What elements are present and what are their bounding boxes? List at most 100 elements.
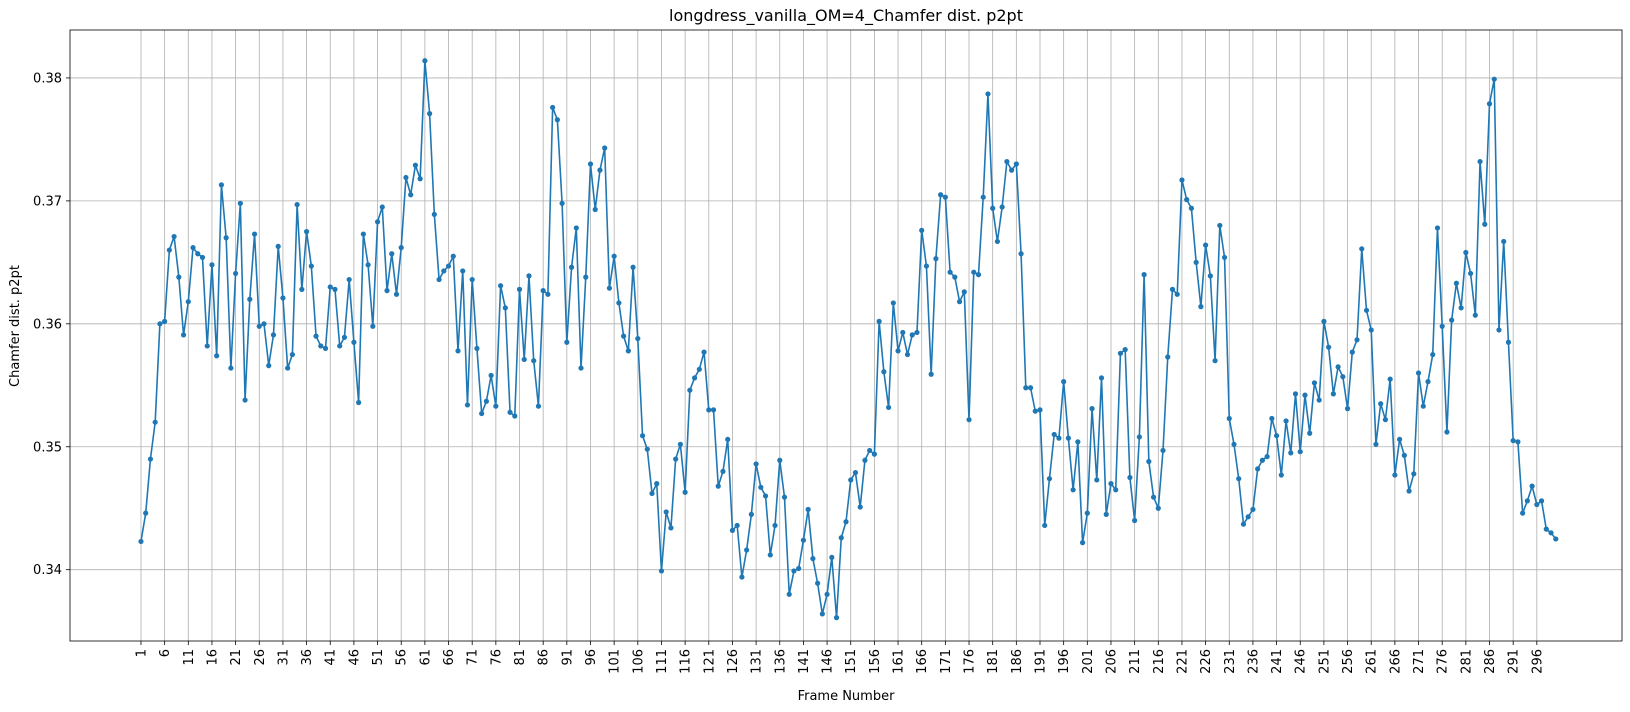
data-point [1103, 511, 1109, 517]
y-tick-label: 0.38 [33, 71, 62, 86]
data-point [1132, 517, 1138, 524]
data-point [209, 262, 215, 268]
data-point [1179, 177, 1185, 183]
x-tick-label: 26 [253, 649, 268, 666]
data-point [781, 494, 788, 500]
x-tick-label: 141 [797, 649, 812, 674]
data-point [460, 268, 466, 274]
data-point [606, 285, 613, 291]
data-point [474, 345, 480, 352]
data-point [772, 522, 778, 529]
data-point [1529, 483, 1535, 489]
data-point [1501, 238, 1507, 245]
data-point [469, 276, 475, 283]
data-point [1207, 273, 1213, 279]
data-point [516, 286, 523, 292]
x-tick-label: 56 [395, 649, 410, 666]
data-point [1075, 439, 1081, 445]
data-point [748, 511, 754, 517]
data-point [895, 348, 901, 354]
data-point [412, 162, 419, 168]
x-tick-label: 286 [1483, 649, 1498, 674]
data-point [1023, 385, 1029, 391]
data-point [928, 371, 934, 377]
data-point [1354, 337, 1360, 343]
data-point [289, 351, 295, 358]
x-tick-label: 106 [631, 649, 646, 674]
x-tick-label: 276 [1436, 649, 1451, 674]
x-tick-label: 161 [892, 649, 907, 674]
data-point [1127, 474, 1133, 481]
data-point [658, 568, 665, 574]
x-tick-label: 101 [608, 649, 623, 674]
data-point [919, 227, 925, 233]
data-point [441, 268, 447, 274]
data-point [644, 446, 650, 452]
data-point [1463, 249, 1469, 256]
data-point [635, 335, 641, 342]
data-point [1538, 498, 1545, 504]
data-point [611, 253, 617, 259]
data-point [1330, 391, 1336, 397]
data-point [1288, 450, 1294, 456]
data-point [1458, 305, 1464, 311]
data-point [1496, 327, 1502, 333]
data-point [1070, 487, 1076, 493]
data-point [1155, 505, 1161, 511]
data-point [1089, 406, 1095, 412]
data-point [370, 323, 376, 329]
data-point [455, 348, 461, 354]
data-point [223, 235, 229, 241]
data-point [1420, 403, 1426, 409]
data-point [597, 167, 603, 173]
data-point [535, 403, 542, 409]
data-point [621, 333, 627, 339]
data-point [464, 402, 471, 408]
data-point [303, 229, 310, 235]
data-point [1467, 270, 1474, 277]
data-point [1231, 441, 1237, 447]
x-tick-label: 91 [560, 649, 575, 666]
data-point [710, 407, 717, 413]
data-point [512, 413, 518, 419]
data-point [550, 104, 556, 111]
data-point [696, 366, 702, 372]
data-point [1292, 391, 1299, 397]
data-point [152, 419, 158, 425]
data-point [427, 111, 433, 117]
data-point [393, 291, 400, 297]
data-point [233, 270, 239, 277]
y-tick-label: 0.34 [33, 563, 62, 578]
data-point [1122, 347, 1128, 353]
data-point [299, 286, 305, 292]
data-point [360, 231, 366, 237]
data-point [1434, 225, 1441, 231]
x-tick-label: 121 [702, 649, 717, 674]
data-point [256, 323, 262, 329]
x-tick-label: 46 [347, 649, 362, 666]
x-tick-label: 131 [750, 649, 765, 674]
data-point [308, 263, 314, 269]
data-point [1065, 435, 1071, 441]
data-point [313, 333, 319, 339]
x-tick-label: 76 [489, 649, 504, 666]
data-point [1203, 242, 1209, 248]
x-tick-label: 181 [986, 649, 1001, 674]
data-point [1515, 439, 1521, 445]
x-tick-label: 221 [1175, 649, 1190, 674]
data-point [573, 225, 579, 231]
data-point [1146, 458, 1152, 465]
data-point [961, 289, 967, 295]
data-point [1510, 438, 1516, 444]
data-point [1321, 318, 1327, 324]
data-point [985, 91, 991, 97]
chart-title: longdress_vanilla_OM=4_Chamfer dist. p2p… [669, 6, 1023, 26]
data-point [247, 296, 253, 302]
data-point [1198, 304, 1204, 310]
data-point [1297, 449, 1303, 455]
x-tick-label: 196 [1057, 649, 1072, 674]
data-point [1250, 506, 1256, 513]
x-tick-label: 211 [1128, 649, 1143, 674]
data-point [408, 192, 414, 198]
y-axis: 0.34 0.35 0.36 0.37 0.38 [33, 71, 70, 578]
